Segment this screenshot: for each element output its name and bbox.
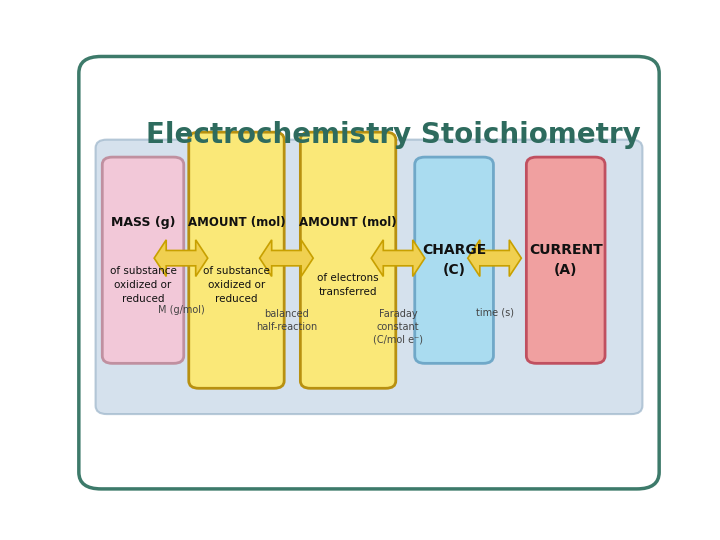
Text: of substance
oxidized or
reduced: of substance oxidized or reduced bbox=[203, 266, 270, 304]
FancyBboxPatch shape bbox=[300, 132, 396, 388]
Text: time (s): time (s) bbox=[475, 307, 513, 317]
Polygon shape bbox=[372, 240, 425, 276]
FancyBboxPatch shape bbox=[526, 157, 605, 363]
Text: of electrons
transferred: of electrons transferred bbox=[318, 273, 379, 297]
Text: M (g/mol): M (g/mol) bbox=[158, 305, 204, 315]
Text: MASS (g): MASS (g) bbox=[111, 217, 175, 230]
Text: Electrochemistry Stoichiometry: Electrochemistry Stoichiometry bbox=[145, 122, 641, 150]
Polygon shape bbox=[260, 240, 313, 276]
Text: AMOUNT (mol): AMOUNT (mol) bbox=[188, 217, 285, 230]
Text: CURRENT
(A): CURRENT (A) bbox=[528, 244, 603, 277]
FancyBboxPatch shape bbox=[96, 140, 642, 414]
Text: of substance
oxidized or
reduced: of substance oxidized or reduced bbox=[109, 266, 176, 304]
Polygon shape bbox=[154, 240, 208, 276]
FancyBboxPatch shape bbox=[415, 157, 493, 363]
Text: Faraday
constant
(C/mol e⁻): Faraday constant (C/mol e⁻) bbox=[373, 309, 423, 344]
FancyBboxPatch shape bbox=[102, 157, 184, 363]
Text: balanced
half-reaction: balanced half-reaction bbox=[256, 309, 317, 332]
Polygon shape bbox=[468, 240, 521, 276]
Text: CHARGE
(C): CHARGE (C) bbox=[422, 244, 486, 277]
Text: AMOUNT (mol): AMOUNT (mol) bbox=[300, 217, 397, 230]
FancyBboxPatch shape bbox=[79, 57, 660, 489]
FancyBboxPatch shape bbox=[189, 132, 284, 388]
